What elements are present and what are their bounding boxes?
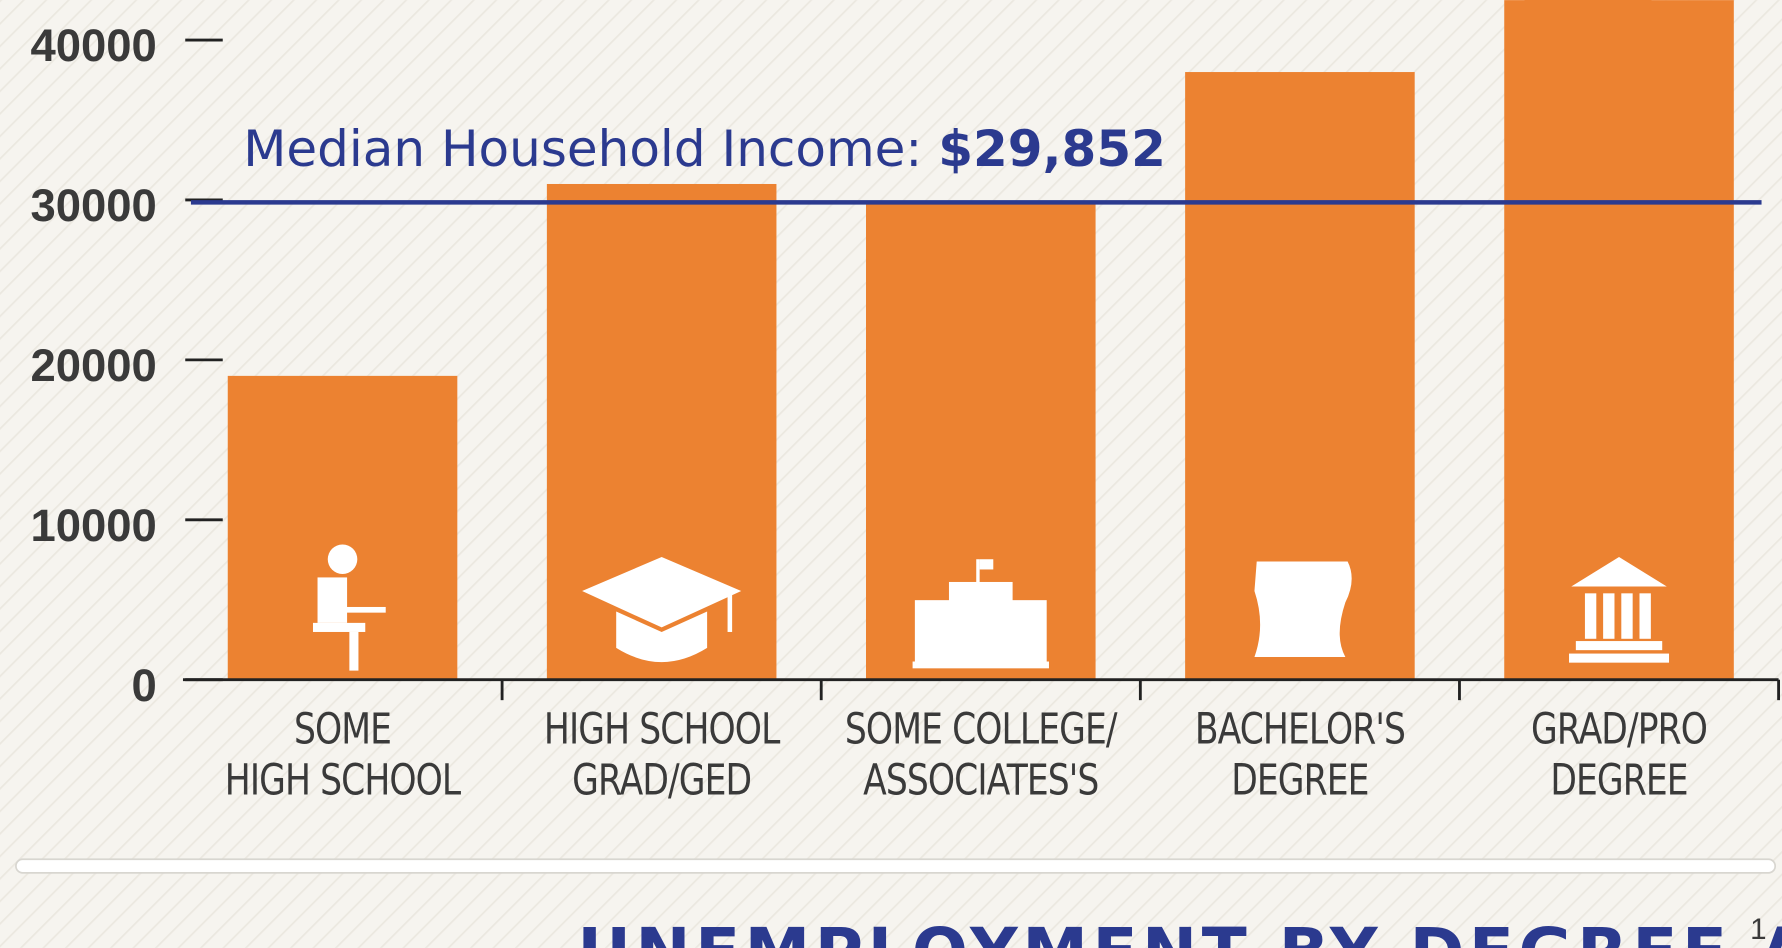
x-tick-label: GRAD/PRO (1531, 705, 1707, 755)
icon-part (914, 600, 1047, 664)
x-tick-label: HIGH SCHOOL (225, 756, 462, 806)
x-tick-label: SOME (294, 705, 391, 755)
section-title: UNEMPLOYMENT BY DEGREE ATTAINMENT (577, 914, 1782, 948)
icon-part (1575, 641, 1663, 651)
bar (227, 375, 458, 680)
icon-part (1569, 653, 1670, 663)
x-tick-label: DEGREE (1550, 756, 1687, 806)
reference-label: Median Household Income: $29,852 (243, 120, 1166, 178)
icon-part (1254, 561, 1352, 657)
y-tick-label: 0 (132, 660, 157, 711)
icon-part (979, 559, 994, 570)
icon-part (317, 577, 348, 623)
icon-part (333, 606, 386, 613)
x-tick-label: SOME COLLEGE/ (845, 705, 1118, 755)
reference-text: Median Household Income: (243, 120, 922, 178)
divider (15, 858, 1777, 874)
y-tick-label: 40000 (30, 20, 156, 71)
x-tick-label: ASSOCIATES'S (863, 756, 1098, 806)
icon-part (616, 611, 708, 663)
icon-part (312, 622, 366, 632)
icon-part (1621, 593, 1633, 639)
icon-part (327, 544, 358, 575)
icon-part (582, 556, 742, 628)
bar-icon (312, 544, 386, 671)
icon-part (727, 593, 733, 632)
bar-icon (582, 556, 742, 663)
bar-icon (1254, 561, 1352, 657)
icon-part (1571, 556, 1667, 587)
icon-part (1639, 593, 1651, 639)
x-tick-label: DEGREE (1231, 756, 1368, 806)
icon-part (912, 661, 1049, 669)
footnote-mark: 1 (1750, 913, 1766, 946)
icon-part (349, 631, 359, 671)
icon-part (1603, 593, 1615, 639)
icon-part (1584, 593, 1597, 639)
x-tick-label: HIGH SCHOOL (544, 705, 781, 755)
icon-part (1302, 618, 1330, 646)
bar-icon (912, 559, 1049, 669)
icon-part (976, 559, 980, 585)
y-tick-label: 20000 (30, 340, 156, 391)
x-tick-label: GRAD/GED (572, 756, 751, 806)
x-tick-label: BACHELOR'S (1195, 705, 1405, 755)
y-tick-label: 10000 (30, 500, 156, 551)
icon-part (948, 581, 1013, 603)
bar-icon (1569, 556, 1670, 663)
y-tick-label: 30000 (30, 180, 156, 231)
reference-value: $29,852 (938, 120, 1166, 178)
